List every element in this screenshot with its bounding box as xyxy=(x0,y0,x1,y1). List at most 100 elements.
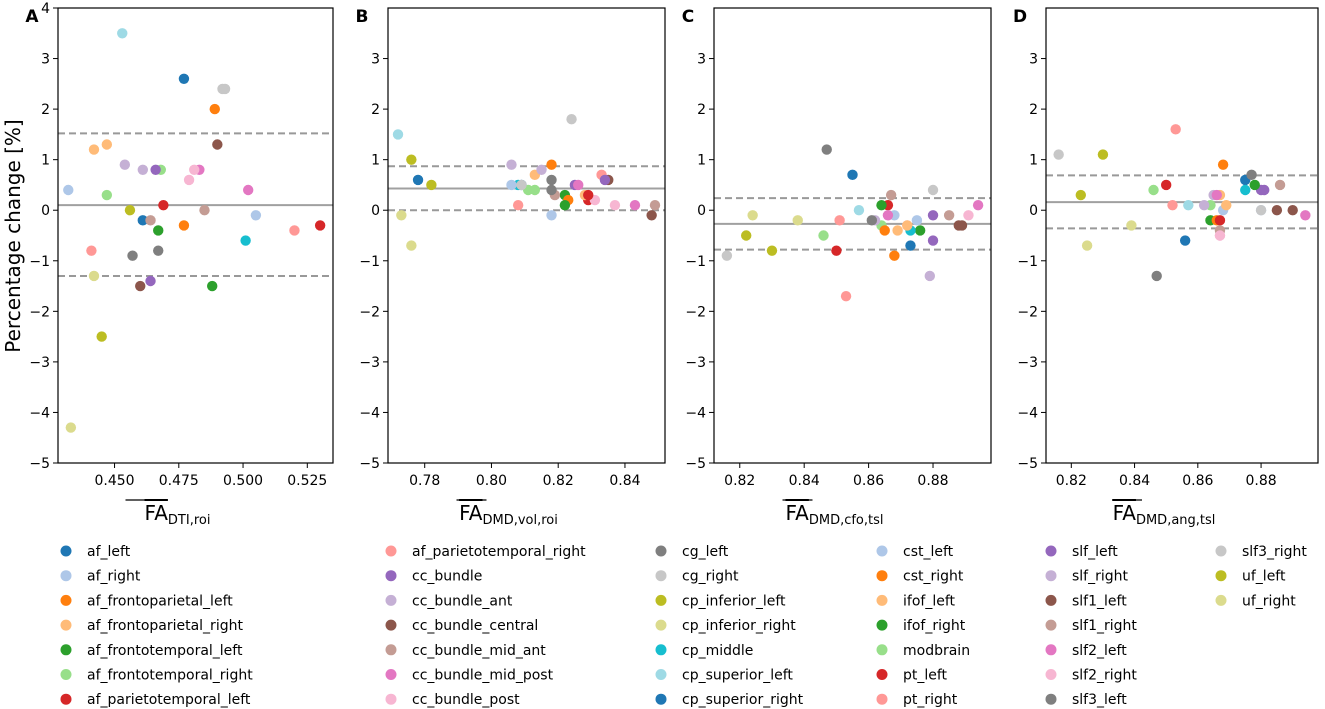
point-cp-inferior-right xyxy=(747,210,758,221)
legend-item-af-frontoparietal-left: af_frontoparietal_left xyxy=(60,593,233,609)
point-af-frontotemporal-left xyxy=(914,225,926,236)
legend-label: af_frontotemporal_right xyxy=(87,668,253,684)
point-slf-right xyxy=(137,164,149,175)
point-ifof-right xyxy=(876,199,887,211)
y-tick-label: 3 xyxy=(1029,52,1038,68)
legend-marker xyxy=(1215,545,1227,557)
y-tick-label: 0 xyxy=(371,203,380,219)
legend-label: cc_bundle_ant xyxy=(412,593,513,609)
point-slf-left xyxy=(145,275,156,287)
legend-item-uf-left: uf_left xyxy=(1215,569,1286,585)
legend-label: af_frontoparietal_left xyxy=(87,593,233,609)
y-tick-label: −3 xyxy=(1017,355,1038,371)
legend-item-pt-right: pt_right xyxy=(876,692,958,708)
legend-label: af_frontoparietal_right xyxy=(87,618,243,634)
point-cp-superior-right xyxy=(1179,235,1191,246)
legend-item-slf3-left: slf3_left xyxy=(1045,692,1127,708)
legend-marker xyxy=(385,669,397,680)
legend-label: cp_middle xyxy=(682,643,753,659)
legend-marker xyxy=(385,570,397,582)
x-axis-label-main: FA xyxy=(785,501,809,525)
point-slf2-right xyxy=(189,164,200,175)
point-modbrain xyxy=(818,230,829,241)
legend-marker xyxy=(876,619,888,631)
x-axis-label: FADTI,roi xyxy=(145,501,211,528)
point-cg-right xyxy=(1053,149,1064,160)
legend-label: cp_inferior_left xyxy=(682,593,786,609)
legend-marker xyxy=(655,594,667,606)
point-cc-bundle-mid-post xyxy=(1211,189,1222,201)
point-slf3-left xyxy=(1151,270,1162,282)
legend-label: uf_left xyxy=(1242,569,1286,585)
point-cp-middle xyxy=(240,235,251,246)
legend-marker xyxy=(876,669,888,680)
y-tick-label: −4 xyxy=(359,405,380,421)
legend-item-cc-bundle-central: cc_bundle_central xyxy=(385,618,538,634)
legend-item-af-parietotemporal-left: af_parietotemporal_left xyxy=(60,692,251,708)
legend-item-slf1-left: slf1_left xyxy=(1045,593,1127,609)
point-pt-right xyxy=(840,290,852,302)
panel-label: D xyxy=(1013,7,1027,27)
point-slf1-left xyxy=(1287,205,1298,216)
legend-label: slf_left xyxy=(1072,544,1118,560)
y-tick-label: −2 xyxy=(685,304,706,320)
y-tick-label: −3 xyxy=(359,355,380,371)
point-uf-right xyxy=(406,240,417,251)
point-af-frontoparietal-left xyxy=(889,250,900,261)
points xyxy=(392,114,661,251)
legend-item-ifof-left: ifof_left xyxy=(876,593,955,609)
point-cp-inferior-right xyxy=(396,210,407,221)
point-slf2-right xyxy=(963,210,974,221)
legend-item-af-parietotemporal-right: af_parietotemporal_right xyxy=(385,544,586,560)
legend-marker xyxy=(1215,570,1227,582)
point-pt-left xyxy=(583,189,594,201)
point-slf2-right xyxy=(609,199,621,211)
x-tick-label: 0.450 xyxy=(94,473,134,489)
x-tick-label: 0.84 xyxy=(609,473,640,489)
legend-item-cst-left: cst_left xyxy=(876,544,954,560)
point-cp-superior-left xyxy=(1183,199,1194,211)
legend-marker xyxy=(1045,693,1057,705)
legend-marker xyxy=(385,545,397,557)
legend-label: cc_bundle_mid_ant xyxy=(412,643,546,659)
point-af-frontoparietal-left xyxy=(209,103,220,115)
y-axis-label: Percentage change [%] xyxy=(1,119,25,352)
x-tick-label: 0.82 xyxy=(1056,473,1087,489)
reference-lines xyxy=(58,132,333,277)
legend-label: cc_bundle_central xyxy=(412,618,538,634)
point-ifof-left xyxy=(101,139,113,150)
point-slf-right xyxy=(924,270,936,282)
point-slf1-right xyxy=(145,215,156,226)
legend-item-af-right: af_right xyxy=(60,569,141,585)
point-cc-bundle-post xyxy=(183,174,195,186)
legend-marker xyxy=(1045,570,1057,582)
legend-label: slf2_right xyxy=(1072,668,1137,684)
axes-frame xyxy=(713,7,992,464)
legend-item-slf-left: slf_left xyxy=(1045,544,1118,560)
legend-label: modbrain xyxy=(903,643,970,659)
point-slf-left xyxy=(1259,184,1270,196)
point-ifof-right xyxy=(207,280,218,292)
legend-item-cp-inferior-right: cp_inferior_right xyxy=(655,618,796,634)
legend-item-slf2-left: slf2_left xyxy=(1045,643,1127,659)
point-cg-right xyxy=(566,114,577,125)
point-af-frontoparietal-left xyxy=(546,159,557,170)
y-tick-label: 0 xyxy=(41,203,50,219)
point-cc-bundle-mid-post xyxy=(882,210,894,221)
point-modbrain xyxy=(101,189,113,201)
point-cc-bundle-mid-ant xyxy=(1274,179,1286,191)
axes-frame xyxy=(57,7,334,464)
point-ifof-left xyxy=(1221,199,1232,211)
y-tick-label: −1 xyxy=(685,254,706,270)
reference-lines xyxy=(714,197,991,251)
legend: af_left af_right af_frontoparietal_left af_… xyxy=(60,544,1307,708)
point-pt-right xyxy=(1167,199,1178,211)
x-tick-label: 0.88 xyxy=(917,473,948,489)
y-tick-label: 1 xyxy=(697,153,706,169)
legend-marker xyxy=(60,570,72,582)
x-axis-label-main: FA xyxy=(459,501,483,525)
legend-item-cc-bundle-mid-post: cc_bundle_mid_post xyxy=(385,668,554,684)
point-cp-superior-right xyxy=(178,73,190,84)
point-cst-right xyxy=(178,220,190,231)
